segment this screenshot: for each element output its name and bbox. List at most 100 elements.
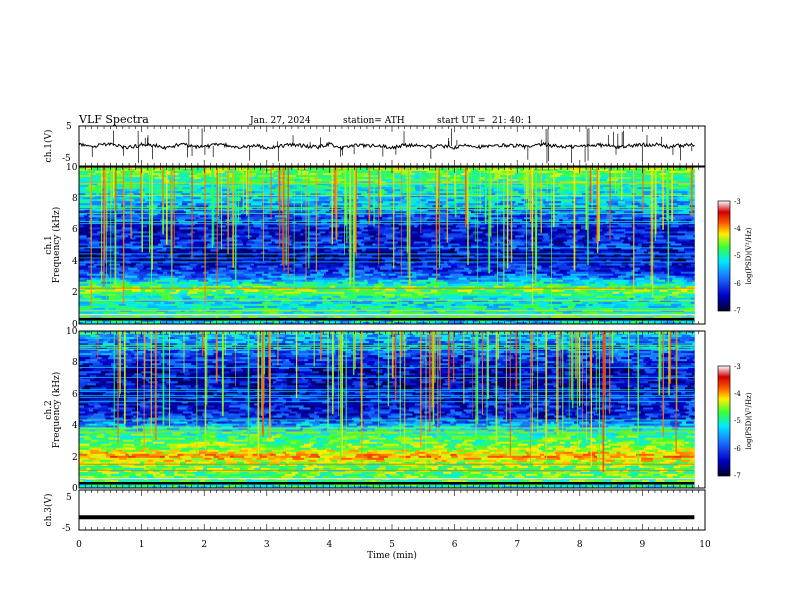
spectrogram-cell [113,189,124,192]
spectrogram-cell [201,193,207,196]
spectrogram-cell [156,199,166,202]
spectrogram-cell [312,211,323,214]
spectrogram-cell [616,213,621,216]
spectrogram-cell [600,173,612,176]
spectrogram-cell [489,205,499,208]
spectrogram-cell [611,167,620,170]
spectrogram-cell [241,211,249,214]
spectrogram-cell [306,211,313,214]
spectrogram-cell [538,175,550,178]
spectrogram-cell [134,205,142,208]
spectrogram-cell [395,209,400,212]
spectrogram-cell [487,203,496,206]
spectrogram-cell [678,189,689,192]
spectrogram-cell [312,177,319,180]
spectrogram-cell [353,193,362,196]
spectrogram-cell [614,185,621,188]
spectrogram-cell [642,183,654,186]
spectrogram-cell [489,251,501,254]
spectrogram-cell [90,213,95,216]
spectrogram-cell [504,207,515,210]
spectrogram-cell [317,203,322,206]
spectrogram-cell [495,175,501,178]
spectrogram-cell [314,189,323,192]
spectrogram-cell [413,177,421,180]
spectrogram-cell [241,185,247,188]
spectrogram-cell [127,189,137,192]
spectrogram-cell [132,195,145,198]
spectrogram-cell [263,173,276,176]
spectrogram-cell [318,199,326,202]
spectrogram-cell [361,203,373,206]
spectrogram-cell [385,195,395,198]
spectrogram-cell [612,197,619,200]
spectrogram-cell [263,171,275,174]
spectrogram-cell [513,171,519,174]
spectrogram-cell [84,215,89,218]
spectrogram-cell [401,201,409,204]
spectrogram-cell [146,169,155,172]
spectrogram-cell [606,199,611,202]
spectrogram-cell [648,251,660,254]
spectrogram-cell [464,189,476,192]
spectrogram-cell [177,183,187,186]
spectrogram-cell [677,237,688,240]
spectrogram-cell [198,207,207,210]
spectrogram-cell [567,195,573,198]
spectrogram-cell [506,183,512,186]
spectrogram-cell [188,251,195,254]
spectrogram-cell [360,251,366,254]
spectrogram-cell [122,173,134,176]
spectrogram-cell [263,211,269,214]
spectrogram-cell [637,213,645,216]
spectrogram-cell [242,193,249,196]
spectrogram-cell [571,195,584,198]
spectrogram-cell [494,211,507,214]
spectrogram-cell [631,207,644,210]
spectrogram-cell [173,181,179,184]
spectrogram-cell [543,203,550,206]
spectrogram-cell [354,211,366,214]
spectrogram-cell [353,205,363,208]
spectrogram-cell [614,189,620,192]
spectrogram-cell [444,203,456,206]
spectrogram-cell [601,207,610,210]
spectrogram-cell [452,267,465,271]
spectrogram-cell [444,237,454,240]
spectrogram-cell [254,201,268,204]
spectrogram-cell [685,251,695,254]
spectrogram-cell [383,201,389,204]
spectrogram-cell [377,189,385,192]
spectrogram-cell [565,209,573,212]
spectrogram-cell [182,187,190,190]
spectrogram-cell [173,187,179,190]
spectrogram-cell [474,173,484,176]
spectrogram-cell [580,177,591,180]
spectrogram-cell [376,211,383,214]
spectrogram-cell [412,183,425,186]
spectrogram-cell [232,173,243,176]
spectrogram-cell [604,171,610,174]
spectrogram-cell [118,205,122,208]
spectrogram-cell [320,169,331,172]
spectrogram-cell [193,171,203,174]
spectrogram-cell [490,237,495,240]
spectrogram-cell [692,169,695,172]
spectrogram-cell [359,183,369,186]
spectrogram-cell [592,197,598,200]
spectrogram-cell [567,213,574,216]
spectrogram-cell [656,237,663,240]
spectrogram-cell [552,195,560,198]
spectrogram-cell [325,251,333,254]
spectrogram-cell [464,193,469,196]
spectrogram-cell [549,175,561,178]
spectrogram-cell [309,169,322,172]
spectrogram-cell [410,169,421,172]
spectrogram-cell [375,193,385,196]
spectrogram-cell [618,267,624,271]
spectrogram-cell [459,185,465,188]
spectrogram-cell [556,191,564,194]
spectrogram-cell [374,197,386,200]
spectrogram-cell [160,203,171,206]
spectrogram-cell [656,185,662,188]
